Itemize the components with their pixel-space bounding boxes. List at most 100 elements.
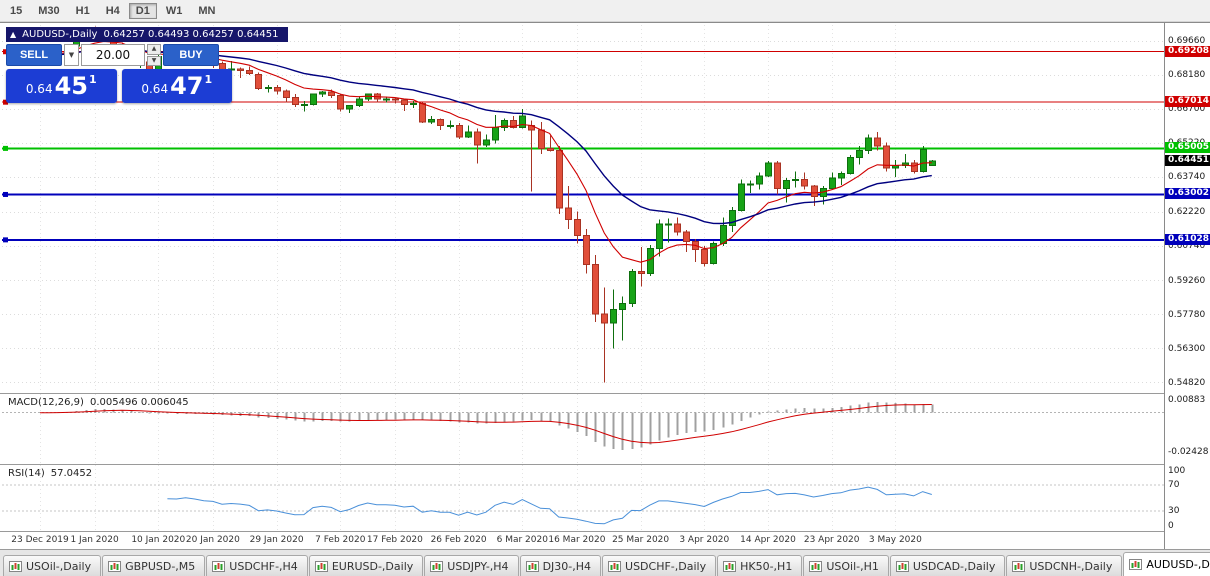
price-axis-label: 0.69660 bbox=[1168, 36, 1206, 47]
tab-label: USDCHF-,Daily bbox=[625, 559, 707, 573]
price-axis-label: 0.54820 bbox=[1168, 377, 1206, 388]
chart-tab-icon bbox=[108, 560, 122, 572]
chart-tab-icon bbox=[1129, 559, 1143, 570]
volume-dropdown-button[interactable]: ▼ bbox=[64, 44, 79, 66]
date-label: 7 Feb 2020 bbox=[315, 535, 366, 545]
date-label: 23 Dec 2019 bbox=[11, 535, 69, 545]
stepper-up-icon[interactable]: ▲ bbox=[147, 44, 161, 55]
tab-gbpusd-m5[interactable]: GBPUSD-,M5 bbox=[102, 555, 206, 576]
one-click-toggle-icon[interactable]: ▲ bbox=[10, 29, 17, 39]
price-axis-label: 0.57780 bbox=[1168, 309, 1206, 320]
chart-symbol-title: AUDUSD-,Daily bbox=[22, 29, 98, 40]
period-button-h4[interactable]: H4 bbox=[105, 4, 120, 17]
price-line-badge: 0.67014 bbox=[1165, 96, 1210, 108]
tab-usdchf-daily[interactable]: USDCHF-,Daily bbox=[602, 555, 717, 576]
macd-values: 0.005496 0.006045 bbox=[89, 397, 189, 408]
tab-usoil-daily[interactable]: USOil-,Daily bbox=[3, 555, 102, 576]
tab-label: USOil-,Daily bbox=[26, 559, 92, 573]
rsi-indicator-pane[interactable] bbox=[2, 465, 1164, 531]
tab-usdchf-h4[interactable]: USDCHF-,H4 bbox=[206, 555, 308, 576]
tab-label: GBPUSD-,M5 bbox=[125, 559, 196, 573]
buy-price-sup: 1 bbox=[204, 72, 213, 86]
date-label: 20 Jan 2020 bbox=[185, 535, 240, 545]
tab-dj30-h4[interactable]: DJ30-,H4 bbox=[519, 555, 602, 576]
period-button-mn[interactable]: MN bbox=[198, 4, 216, 17]
period-button-w1[interactable]: W1 bbox=[165, 4, 183, 17]
date-label: 3 Apr 2020 bbox=[679, 535, 730, 545]
macd-label: MACD(12,26,9) 0.005496 0.006045 bbox=[8, 397, 189, 408]
date-label: 17 Feb 2020 bbox=[366, 535, 423, 545]
pane-separator[interactable] bbox=[0, 464, 1208, 465]
chart-tab-icon bbox=[1012, 560, 1026, 572]
date-label: 10 Jan 2020 bbox=[131, 535, 186, 545]
price-line-badge: 0.63002 bbox=[1165, 188, 1210, 200]
price-line-badge: 0.69208 bbox=[1165, 45, 1210, 57]
macd-axis-label: -0.02428 bbox=[1168, 447, 1209, 458]
buy-button[interactable]: BUY bbox=[163, 44, 219, 66]
buy-price-prefix: 0.64 bbox=[141, 82, 169, 96]
period-button-h1[interactable]: H1 bbox=[75, 4, 90, 17]
time-axis[interactable]: 23 Dec 2019 1 Jan 2020 10 Jan 2020 20 Jan 2… bbox=[0, 532, 1164, 550]
chart-tab-icon bbox=[895, 560, 909, 572]
period-button-m30[interactable]: M30 bbox=[38, 4, 60, 17]
price-line-badge: 0.65005 bbox=[1165, 142, 1210, 154]
tab-audusd-daily[interactable]: AUDUSD-,Daily bbox=[1123, 552, 1210, 576]
volume-input[interactable] bbox=[81, 44, 145, 66]
macd-indicator-name: MACD(12,26,9) bbox=[8, 397, 84, 408]
price-axis[interactable]: 0.696600.681800.667000.652200.637400.622… bbox=[1164, 23, 1210, 550]
tab-label: AUDUSD-,Daily bbox=[1146, 558, 1210, 571]
volume-stepper: ▲ ▼ bbox=[147, 44, 161, 66]
main-price-chart[interactable] bbox=[2, 25, 1164, 393]
price-axis-label: 0.62220 bbox=[1168, 207, 1206, 218]
date-label: 29 Jan 2020 bbox=[249, 535, 304, 545]
sell-price-prefix: 0.64 bbox=[25, 82, 53, 96]
pane-separator[interactable] bbox=[0, 393, 1208, 394]
rsi-indicator-name: RSI(14) bbox=[8, 468, 45, 479]
period-button-15[interactable]: 15 bbox=[10, 4, 23, 17]
price-axis-label: 0.59260 bbox=[1168, 275, 1206, 286]
tab-usdjpy-h4[interactable]: USDJPY-,H4 bbox=[424, 555, 519, 576]
chart-title-bar: ▲ AUDUSD-,Daily 0.64257 0.64493 0.64257 … bbox=[6, 27, 289, 42]
tab-label: USDJPY-,H4 bbox=[447, 559, 509, 573]
chart-ohlc-values: 0.64257 0.64493 0.64257 0.64451 bbox=[103, 29, 279, 40]
date-label: 3 May 2020 bbox=[868, 535, 922, 545]
chart-tab-icon bbox=[608, 560, 622, 572]
date-label: 23 Apr 2020 bbox=[803, 535, 860, 545]
pane-separator bbox=[0, 531, 1208, 532]
stepper-down-icon[interactable]: ▼ bbox=[147, 55, 161, 66]
sell-price-big: 45 bbox=[54, 72, 88, 100]
chevron-down-icon: ▼ bbox=[68, 51, 75, 59]
tab-label: USDCHF-,H4 bbox=[229, 559, 298, 573]
chart-tabs-bar: USOil-,Daily GBPUSD-,M5 USDCHF-,H4 EURUSD-,… bbox=[0, 549, 1210, 576]
period-button-d1[interactable]: D1 bbox=[128, 2, 157, 19]
tab-usdcnh-daily[interactable]: USDCNH-,Daily bbox=[1006, 555, 1123, 576]
macd-axis-label: 0.00883 bbox=[1168, 395, 1206, 405]
chart-tab-icon bbox=[314, 560, 328, 572]
chart-tab-icon bbox=[212, 560, 226, 572]
buy-price-big: 47 bbox=[170, 72, 204, 100]
sell-button[interactable]: SELL bbox=[6, 44, 62, 66]
tab-eurusd-daily[interactable]: EURUSD-,Daily bbox=[308, 555, 424, 576]
sell-price-box[interactable]: 0.64 45 1 bbox=[6, 69, 117, 103]
tab-label: EURUSD-,Daily bbox=[331, 559, 414, 573]
rsi-axis-label: 0 bbox=[1168, 521, 1174, 531]
price-axis-label: 0.63740 bbox=[1168, 172, 1206, 183]
rsi-axis-label: 100 bbox=[1168, 466, 1186, 476]
buy-price-box[interactable]: 0.64 47 1 bbox=[121, 69, 232, 103]
rsi-axis-label: 30 bbox=[1168, 506, 1180, 517]
macd-indicator-pane[interactable] bbox=[2, 394, 1164, 464]
current-price-badge: 0.64451 bbox=[1165, 155, 1210, 167]
tab-label: HK50-,H1 bbox=[740, 559, 793, 573]
chart-window: 23 Dec 2019 1 Jan 2020 10 Jan 2020 20 Jan 2… bbox=[0, 22, 1210, 550]
tab-hk50-h1[interactable]: HK50-,H1 bbox=[717, 555, 803, 576]
tab-label: USOil-,H1 bbox=[826, 559, 879, 573]
rsi-axis-label: 70 bbox=[1168, 479, 1180, 490]
price-line-badge: 0.61028 bbox=[1165, 233, 1210, 245]
price-axis-label: 0.66700 bbox=[1168, 104, 1206, 115]
date-label: 14 Apr 2020 bbox=[740, 535, 796, 545]
tab-usoil-h1[interactable]: USOil-,H1 bbox=[803, 555, 889, 576]
chart-tab-icon bbox=[525, 560, 539, 572]
tab-usdcad-daily[interactable]: USDCAD-,Daily bbox=[889, 555, 1006, 576]
rsi-label: RSI(14) 57.0452 bbox=[8, 468, 92, 479]
